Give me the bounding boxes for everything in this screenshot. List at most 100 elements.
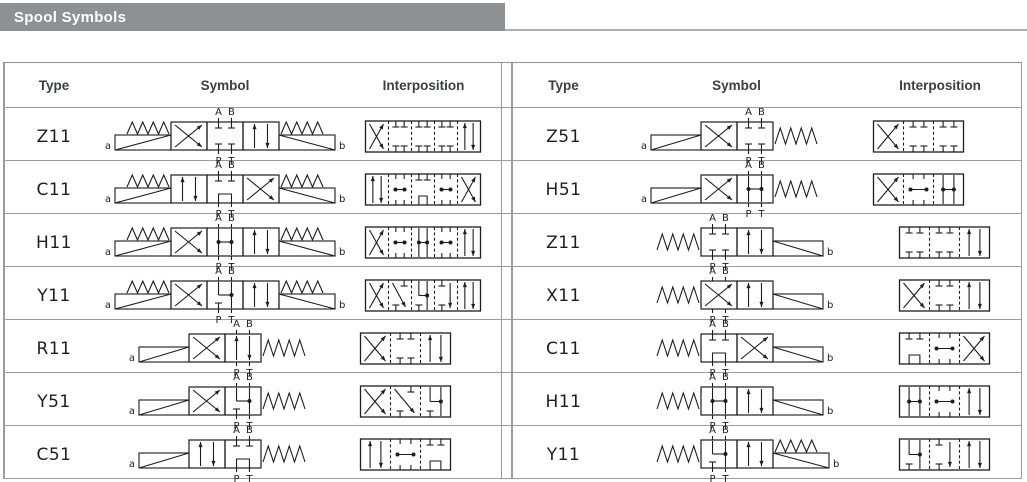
- svg-text:B: B: [246, 425, 253, 436]
- svg-text:B: B: [758, 160, 765, 171]
- svg-text:A: A: [745, 107, 752, 118]
- interposition-cell: [858, 267, 1022, 325]
- svg-text:A: A: [709, 266, 716, 277]
- interposition-svg: [898, 226, 991, 259]
- svg-text:P: P: [216, 315, 222, 326]
- svg-text:P: P: [216, 262, 222, 273]
- interposition-svg: [364, 120, 482, 153]
- svg-text:B: B: [246, 372, 253, 383]
- svg-text:T: T: [721, 421, 729, 432]
- interposition-cell: [858, 426, 1022, 482]
- svg-text:T: T: [757, 209, 765, 220]
- type-cell: Y11: [37, 286, 71, 306]
- interposition-cell: [858, 214, 1022, 272]
- interposition-svg: [359, 438, 452, 471]
- svg-text:P: P: [709, 421, 715, 432]
- svg-text:P: P: [709, 262, 715, 273]
- svg-text:B: B: [722, 266, 729, 277]
- svg-text:b: b: [339, 300, 345, 311]
- svg-text:b: b: [833, 459, 839, 470]
- valve-symbol-svg: A B P Tb: [655, 425, 839, 482]
- svg-text:P: P: [234, 421, 240, 432]
- section-title: Spool Symbols: [14, 8, 127, 26]
- svg-text:T: T: [245, 421, 253, 432]
- svg-text:a: a: [105, 141, 111, 152]
- svg-text:A: A: [215, 160, 222, 171]
- type-cell: Y11: [546, 445, 581, 465]
- interposition-cell: [858, 320, 1022, 378]
- svg-text:T: T: [721, 368, 729, 379]
- valve-symbol-svg: A B P Tb: [655, 266, 833, 326]
- valve-symbol-svg: A B P Tb: [655, 213, 833, 273]
- svg-text:P: P: [745, 209, 751, 220]
- interposition-cell: [858, 161, 1022, 219]
- svg-text:a: a: [129, 406, 135, 417]
- interposition-cell: [345, 426, 502, 482]
- svg-text:T: T: [227, 315, 235, 326]
- interposition-cell: [345, 320, 502, 378]
- interposition-cell: [345, 108, 502, 166]
- interposition-cell: [345, 214, 502, 272]
- interposition-svg: [872, 173, 965, 206]
- interposition-cell: [858, 373, 1022, 431]
- svg-text:P: P: [216, 209, 222, 220]
- interposition-svg: [364, 226, 482, 259]
- table-header-row: Type Symbol Interposition Type Symbol Interpo…: [3, 63, 1022, 108]
- valve-symbol-svg: A B P Tb: [655, 319, 833, 379]
- table-border-right: [1020, 63, 1022, 479]
- svg-text:B: B: [722, 372, 729, 383]
- svg-text:T: T: [227, 156, 235, 167]
- svg-text:a: a: [129, 353, 135, 364]
- table-divider-right: [511, 63, 513, 479]
- svg-text:A: A: [215, 213, 222, 224]
- svg-text:B: B: [228, 107, 235, 118]
- svg-text:T: T: [227, 262, 235, 273]
- col-header-interposition: Interposition: [382, 77, 465, 93]
- table-divider-left: [500, 63, 502, 479]
- svg-text:a: a: [640, 194, 646, 205]
- interposition-svg: [872, 120, 965, 153]
- interposition-svg: [364, 173, 482, 206]
- valve-symbol-svg: A B P Tb: [655, 372, 833, 432]
- interposition-svg: [364, 279, 482, 312]
- svg-text:a: a: [640, 141, 646, 152]
- interposition-cell: [345, 267, 502, 325]
- svg-text:A: A: [709, 319, 716, 330]
- svg-text:P: P: [234, 474, 240, 482]
- svg-text:T: T: [721, 315, 729, 326]
- svg-text:a: a: [105, 194, 111, 205]
- svg-text:B: B: [246, 319, 253, 330]
- valve-symbol-svg: A B P Ta b: [105, 107, 346, 167]
- svg-text:T: T: [245, 474, 253, 482]
- svg-text:b: b: [827, 353, 833, 364]
- type-cell: Z11: [36, 127, 72, 147]
- interposition-cell: [345, 161, 502, 219]
- svg-text:b: b: [827, 247, 833, 258]
- svg-text:P: P: [234, 368, 240, 379]
- svg-text:A: A: [709, 372, 716, 383]
- header-rule: [505, 29, 1027, 31]
- svg-text:T: T: [721, 474, 729, 482]
- interposition-svg: [898, 279, 991, 312]
- type-cell: C51: [36, 445, 72, 465]
- col-header-type: Type: [548, 77, 579, 93]
- type-cell: R11: [36, 339, 72, 359]
- col-header-symbol: Symbol: [200, 77, 250, 93]
- type-cell: Z11: [546, 233, 581, 253]
- table-border-left: [3, 63, 5, 479]
- interposition-svg: [898, 332, 991, 365]
- col-header-interposition: Interposition: [899, 77, 981, 93]
- interposition-cell: [858, 108, 1022, 166]
- section-header-bar: Spool Symbols: [0, 3, 505, 31]
